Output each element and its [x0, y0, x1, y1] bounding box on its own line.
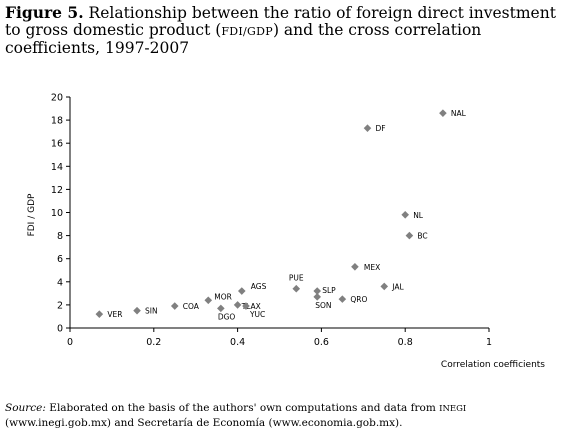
x-tick-label: 0.8 — [398, 337, 413, 348]
point-label-pue: PUE — [289, 274, 304, 283]
point-label-nal: NAL — [451, 109, 467, 118]
point-label-ver: VER — [107, 310, 122, 319]
data-point-ver — [95, 310, 104, 318]
y-tick-label: 14 — [51, 162, 63, 173]
chart-axes — [66, 96, 490, 332]
x-tick-label: 0 — [67, 337, 73, 348]
y-tick-label: 2 — [57, 300, 63, 311]
point-label-bc: BC — [417, 232, 427, 241]
y-tick-label: 18 — [51, 116, 63, 127]
point-label-jal: JAL — [391, 282, 404, 291]
data-point-mor — [204, 296, 213, 305]
source-text-b: and Secretaría de Economía — [110, 417, 269, 429]
source-link-economia[interactable]: (www.economia.gob.mx). — [268, 417, 403, 429]
point-label-qro: QRO — [350, 295, 367, 304]
x-tick-label: 1 — [486, 337, 492, 348]
tick-labels: 0 2 4 6 8 10 12 14 16 18 20 0 0.2 0.4 0.6 0.8 1 — [51, 93, 492, 349]
source-inegi: INEGI — [439, 404, 467, 414]
source-text-a: Elaborated on the basis of the authors' … — [45, 402, 440, 414]
y-tick-label: 6 — [57, 254, 63, 265]
x-tick-label: 0.6 — [314, 337, 329, 348]
title-text-a: Relationship between the ratio of foreig… — [5, 4, 556, 39]
point-label-df: DF — [375, 124, 385, 133]
data-point-coa — [170, 302, 179, 310]
data-point-df — [363, 124, 372, 132]
point-label-coa: COA — [183, 302, 200, 311]
y-axis-label: FDI / GDP — [27, 193, 37, 236]
point-label-tlax: TLAX — [241, 302, 261, 311]
point-label-slp: SLP — [322, 286, 336, 295]
data-point-nal — [439, 109, 447, 117]
y-tick-label: 0 — [57, 324, 63, 335]
chart-title: Figure 5. Relationship between the ratio… — [5, 4, 570, 57]
figure-number: Figure 5. — [5, 3, 84, 22]
point-label-dgo: DGO — [218, 312, 236, 321]
data-point-yuc — [242, 302, 250, 310]
y-tick-label: 10 — [51, 208, 63, 219]
data-point-mex — [351, 262, 359, 271]
point-label-sin: SIN — [145, 307, 158, 316]
data-point-ags — [237, 287, 246, 295]
point-label-nl: NL — [413, 211, 424, 220]
data-point-son — [313, 293, 322, 301]
y-tick-label: 20 — [51, 93, 63, 104]
data-point-bc — [405, 231, 414, 240]
title-text-b: ) and the cross correlation coefficients… — [5, 21, 482, 57]
source-link-inegi[interactable]: (www.inegi.gob.mx) — [5, 417, 111, 429]
y-tick-label: 4 — [57, 277, 63, 288]
source-note: Source: Elaborated on the basis of the a… — [5, 401, 570, 430]
y-tick-label: 12 — [51, 185, 63, 196]
data-point-pue — [292, 284, 301, 293]
point-label-yuc: YUC — [249, 310, 265, 319]
data-point-qro — [338, 295, 347, 303]
data-point-slp — [313, 287, 322, 295]
point-label-son: SON — [315, 301, 331, 310]
y-tick-label: 16 — [51, 139, 63, 150]
x-tick-label: 0.2 — [146, 337, 161, 348]
data-point-nl — [401, 211, 409, 219]
point-label-mex: MEX — [364, 263, 380, 272]
point-label-ags: AGS — [251, 282, 267, 291]
y-tick-label: 8 — [57, 231, 63, 242]
title-abbr: FDI/GDP — [221, 25, 273, 38]
data-point-dgo — [217, 304, 225, 313]
source-label: Source: — [5, 402, 46, 414]
x-tick-label: 0.4 — [230, 337, 245, 348]
point-label-mor: MOR — [214, 292, 232, 301]
x-axis-label: Correlation coefficients — [441, 360, 545, 370]
data-point-jal — [380, 282, 389, 291]
data-point-sin — [133, 306, 141, 315]
data-point-tlax — [233, 301, 242, 309]
